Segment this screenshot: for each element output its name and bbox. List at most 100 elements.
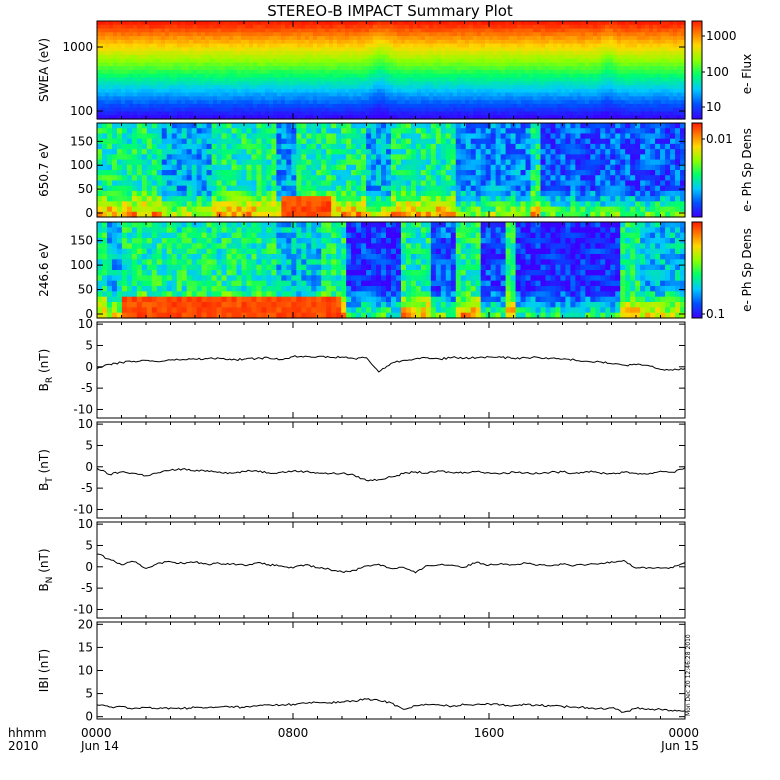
swea-cell xyxy=(533,107,538,113)
pad650-cell xyxy=(346,143,352,150)
pad650-cell xyxy=(116,170,123,176)
swea-cell xyxy=(261,88,266,94)
swea-cell xyxy=(413,58,418,64)
swea-cell xyxy=(437,81,442,86)
swea-cell xyxy=(497,111,502,116)
swea-cell xyxy=(649,81,654,86)
swea-cell xyxy=(309,39,314,45)
swea-cell xyxy=(585,28,590,33)
swea-cell xyxy=(417,24,422,30)
swea-cell xyxy=(225,58,230,64)
pad650-cell xyxy=(141,159,148,166)
swea-cell xyxy=(273,39,278,45)
swea-cell xyxy=(481,103,486,109)
swea-cell xyxy=(409,100,414,105)
pad650-cell xyxy=(301,159,307,166)
swea-cell xyxy=(525,92,530,97)
swea-cell xyxy=(197,32,202,37)
swea-cell xyxy=(189,39,194,45)
swea-cell xyxy=(125,21,130,26)
pad650-cell xyxy=(226,138,233,145)
swea-cell xyxy=(497,32,502,37)
swea-cell xyxy=(645,54,650,60)
swea-cell xyxy=(657,85,662,90)
pad650-cell xyxy=(191,128,198,135)
swea-cell xyxy=(341,92,346,97)
swea-cell xyxy=(289,21,294,26)
pad650-cell xyxy=(276,206,282,213)
swea-cell xyxy=(193,66,198,71)
pad650-cell xyxy=(321,138,327,145)
swea-cell xyxy=(569,111,574,116)
swea-cell xyxy=(577,111,582,116)
swea-cell xyxy=(449,70,454,75)
pad650-cell xyxy=(151,211,158,218)
swea-cell xyxy=(181,100,186,105)
swea-cell xyxy=(633,32,638,37)
swea-cell xyxy=(221,107,226,113)
swea-cell xyxy=(601,96,606,101)
swea-cell xyxy=(577,21,582,26)
pad650-cell xyxy=(296,170,302,176)
swea-cell xyxy=(673,92,678,97)
swea-cell xyxy=(629,70,634,75)
pad650-cell xyxy=(386,159,392,166)
swea-cell xyxy=(297,107,302,113)
pad650-cell xyxy=(151,170,158,176)
pad650-cell xyxy=(121,180,128,187)
swea-cell xyxy=(273,88,278,94)
swea-cell xyxy=(417,100,422,105)
swea-cell xyxy=(501,85,506,90)
swea-cell xyxy=(377,70,382,75)
swea-cell xyxy=(677,54,682,60)
pad650-cell xyxy=(261,128,268,135)
swea-cell xyxy=(381,103,386,109)
pad650-cell xyxy=(331,143,337,150)
swea-cell xyxy=(445,81,450,86)
pad650-cell xyxy=(395,170,402,176)
swea-cell xyxy=(257,24,262,30)
pad650-cell xyxy=(256,190,263,197)
swea-cell xyxy=(273,73,278,79)
swea-cell xyxy=(265,81,270,86)
swea-cell xyxy=(145,88,150,94)
swea-cell xyxy=(321,81,326,86)
swea-cell xyxy=(245,62,250,67)
pad650-cell xyxy=(381,206,387,213)
swea-cell xyxy=(613,77,618,82)
swea-cell xyxy=(189,77,194,82)
swea-cell xyxy=(505,96,510,101)
swea-cell xyxy=(557,39,562,45)
pad650-cell xyxy=(206,185,213,192)
swea-cell xyxy=(625,66,630,71)
swea-cell xyxy=(425,54,430,60)
swea-cell xyxy=(569,43,574,48)
swea-cell xyxy=(353,88,358,94)
swea-cell xyxy=(177,85,182,90)
pad650-cell xyxy=(236,143,243,150)
swea-cell xyxy=(361,24,366,30)
swea-cell xyxy=(421,88,426,94)
swea-cell xyxy=(213,47,218,52)
swea-cell xyxy=(501,107,506,113)
swea-cell xyxy=(241,103,246,109)
swea-cell xyxy=(365,21,370,26)
swea-cell xyxy=(665,28,670,33)
pad650-cell xyxy=(326,133,332,140)
pad650-cell xyxy=(97,185,103,192)
swea-cell xyxy=(353,54,358,60)
swea-cell xyxy=(381,32,386,37)
swea-cell xyxy=(241,54,246,60)
swea-cell xyxy=(649,115,654,120)
pad650-cell xyxy=(106,190,113,197)
swea-cell xyxy=(469,66,474,71)
swea-ylabel: SWEA (eV) xyxy=(37,38,51,102)
swea-cell xyxy=(389,51,394,56)
swea-cell xyxy=(173,43,178,48)
pad650-cell xyxy=(181,196,188,202)
swea-cell xyxy=(273,58,278,64)
swea-cell xyxy=(457,28,462,33)
swea-cell xyxy=(285,32,290,37)
swea-cell xyxy=(349,58,354,64)
pad650-cell xyxy=(296,154,302,161)
